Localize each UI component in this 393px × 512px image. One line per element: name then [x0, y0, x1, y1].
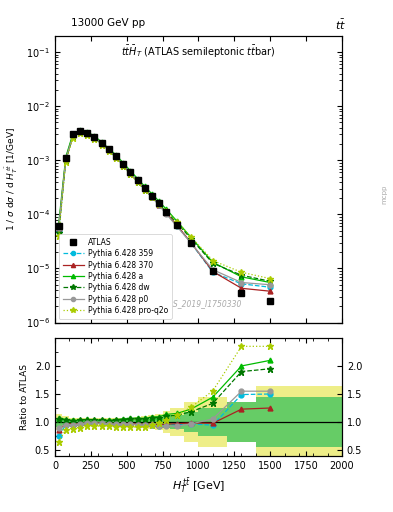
Text: $t\bar{t}$: $t\bar{t}$	[335, 18, 346, 32]
Text: $t\bar{t}\bar{H}_T$ (ATLAS semileptonic $t\bar{t}$bar): $t\bar{t}\bar{H}_T$ (ATLAS semileptonic …	[121, 45, 276, 60]
Text: mcpp: mcpp	[381, 185, 387, 204]
Text: 13000 GeV pp: 13000 GeV pp	[71, 18, 145, 28]
X-axis label: $H_T^{\,t\bar{t}}$ [GeV]: $H_T^{\,t\bar{t}}$ [GeV]	[172, 476, 225, 495]
Text: ATLAS_2019_I1750330: ATLAS_2019_I1750330	[155, 299, 242, 308]
Y-axis label: 1 / $\sigma$ d$\sigma$ / d $H_T^{\,t\bar{t}}$ [1/GeV]: 1 / $\sigma$ d$\sigma$ / d $H_T^{\,t\bar…	[4, 127, 20, 231]
Y-axis label: Ratio to ATLAS: Ratio to ATLAS	[20, 364, 29, 430]
Legend: ATLAS, Pythia 6.428 359, Pythia 6.428 370, Pythia 6.428 a, Pythia 6.428 dw, Pyth: ATLAS, Pythia 6.428 359, Pythia 6.428 37…	[59, 234, 172, 319]
